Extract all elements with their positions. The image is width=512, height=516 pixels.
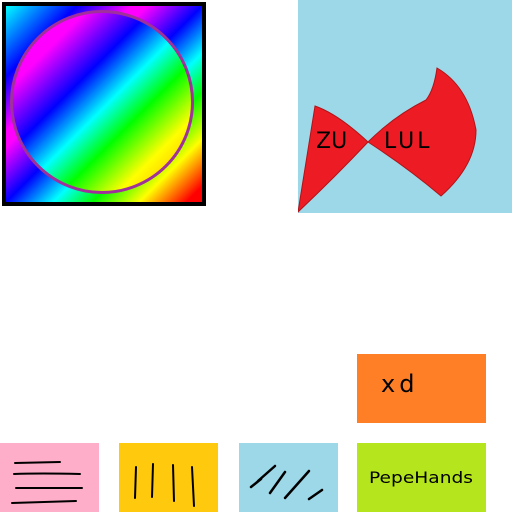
yellow-tile xyxy=(119,443,218,512)
green-tile-label: PepeHands xyxy=(369,468,473,487)
horizontal-lines-drawing xyxy=(11,461,83,504)
orange-box-label: xd xyxy=(381,370,418,398)
line-mark xyxy=(268,470,287,495)
line-mark xyxy=(283,469,311,500)
bowtie-right-text: LUL xyxy=(384,129,433,154)
red-bowtie-shape xyxy=(297,67,477,214)
line-mark xyxy=(11,500,77,504)
line-mark xyxy=(14,461,61,464)
green-tile: PepeHands xyxy=(357,443,486,512)
orange-box: xd xyxy=(357,354,486,423)
line-mark xyxy=(151,463,154,498)
green-tile-drawing: PepeHands xyxy=(369,468,473,487)
orange-box-drawing: xd xyxy=(381,370,418,398)
line-mark xyxy=(191,466,195,507)
rainbow-square xyxy=(2,2,206,206)
line-mark xyxy=(256,464,277,483)
blue-panel: ZU LUL xyxy=(297,0,512,214)
line-mark xyxy=(134,466,137,499)
pink-tile xyxy=(0,443,99,512)
blue-tile xyxy=(239,443,338,512)
line-mark xyxy=(172,464,175,502)
line-mark xyxy=(13,472,81,475)
bowtie-drawing: ZU LUL xyxy=(297,67,477,214)
bowtie-left-text: ZU xyxy=(316,129,347,154)
diagonal-lines-drawing xyxy=(249,464,324,501)
rainbow-circle xyxy=(10,10,194,194)
line-mark xyxy=(307,488,324,501)
vertical-lines-drawing xyxy=(134,463,195,507)
